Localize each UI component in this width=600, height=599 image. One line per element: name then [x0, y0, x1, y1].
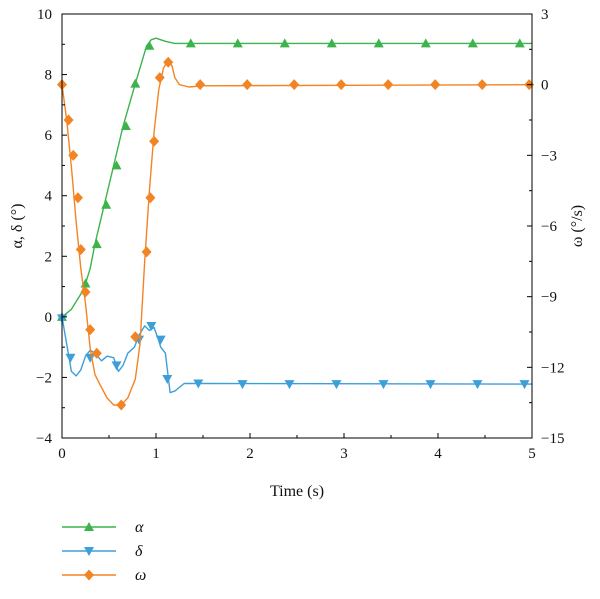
legend-marker	[84, 522, 94, 531]
data-point	[145, 192, 156, 204]
y-left-tick-label: 2	[45, 249, 53, 265]
y-right-tick-label: −12	[541, 360, 564, 376]
y-right-tick-label: 0	[541, 78, 549, 94]
data-point	[242, 79, 253, 91]
series-line	[61, 316, 533, 394]
data-point	[91, 239, 102, 249]
legend-label: α	[135, 519, 144, 536]
y-left-tick-label: 0	[45, 310, 53, 326]
x-tick-label: 5	[528, 446, 536, 462]
x-tick-label: 1	[152, 446, 160, 462]
data-point	[154, 72, 165, 84]
y-right-tick-label: −15	[541, 431, 564, 447]
data-point	[111, 361, 122, 371]
y-axis-label-right: ω (°/s)	[569, 205, 586, 247]
data-point	[155, 335, 166, 345]
y-left-tick-label: 8	[45, 68, 53, 84]
data-point	[519, 380, 530, 390]
data-point	[101, 199, 112, 209]
data-point	[85, 324, 96, 336]
y-left-tick-label: −2	[36, 370, 52, 386]
y-left-tick-label: 10	[37, 7, 52, 23]
series-1	[57, 314, 533, 394]
data-point	[144, 40, 155, 50]
y-right-tick-label: −6	[541, 219, 557, 235]
x-tick-label: 3	[340, 446, 348, 462]
data-point	[514, 38, 525, 48]
data-point	[75, 244, 86, 256]
data-point	[130, 331, 141, 343]
data-point	[141, 246, 152, 258]
data-point	[420, 38, 431, 48]
data-point	[279, 38, 290, 48]
data-point	[116, 399, 127, 411]
legend-marker	[84, 547, 94, 556]
data-point	[326, 38, 337, 48]
series-layer	[57, 37, 535, 411]
data-point	[378, 380, 389, 390]
legend-label: ω	[135, 567, 146, 584]
data-point	[85, 353, 96, 363]
series-2	[57, 56, 535, 411]
y-right-tick-label: 3	[541, 7, 549, 23]
series-line	[61, 59, 533, 406]
legend-item: δ	[62, 543, 143, 560]
y-right-tick-label: −3	[541, 148, 557, 164]
data-point	[477, 79, 488, 91]
x-tick-label: 2	[246, 446, 254, 462]
data-point	[80, 286, 91, 298]
y-left-tick-label: −4	[36, 431, 52, 447]
plot-frame	[61, 13, 533, 439]
data-point	[91, 347, 102, 359]
data-point	[232, 38, 243, 48]
legend-item: ω	[62, 567, 146, 584]
data-point	[289, 79, 300, 91]
data-point	[336, 79, 347, 91]
y-left-tick-label: 6	[45, 128, 53, 144]
data-point	[63, 114, 74, 126]
x-axis-label: Time (s)	[270, 483, 324, 500]
data-point	[72, 192, 83, 204]
data-point	[130, 78, 141, 88]
data-point	[146, 321, 157, 331]
series-line	[61, 37, 532, 318]
y-axis-label-left: α, δ (°)	[9, 204, 26, 249]
data-point	[195, 79, 206, 91]
data-point	[284, 380, 295, 390]
legend: αδω	[62, 519, 146, 584]
y-right-tick-label: −9	[541, 290, 557, 306]
data-point	[472, 380, 483, 390]
legend-marker	[84, 569, 94, 581]
legend-item: α	[62, 519, 144, 536]
data-point	[162, 374, 173, 384]
data-point	[111, 160, 122, 170]
legend-label: δ	[135, 543, 143, 560]
x-tick-label: 0	[58, 446, 66, 462]
data-point	[373, 38, 384, 48]
data-point	[331, 380, 342, 390]
data-point	[185, 38, 196, 48]
data-point	[383, 79, 394, 91]
data-point	[149, 135, 160, 147]
x-tick-label: 4	[434, 446, 442, 462]
data-point	[467, 38, 478, 48]
data-point	[430, 79, 441, 91]
data-point	[120, 121, 131, 131]
y-left-tick-label: 4	[45, 189, 53, 205]
data-point	[237, 380, 248, 390]
data-point	[163, 56, 174, 68]
data-point	[65, 353, 76, 363]
data-point	[193, 379, 204, 389]
ticks-layer: 0 1 2 3 4 5 −4 −2 0 2 4 6 8 10 −15 −12 −9 −6 −3 0 3	[36, 7, 564, 462]
data-point	[68, 149, 79, 161]
data-point	[425, 380, 436, 390]
